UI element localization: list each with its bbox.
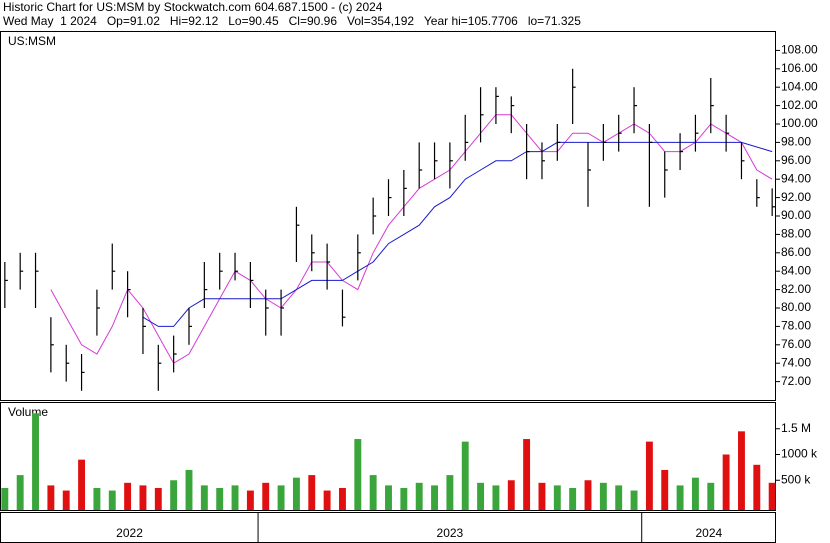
y-tick-label: 94.00 xyxy=(781,171,811,185)
volume-bar xyxy=(400,487,408,510)
y-tick-label: 74.00 xyxy=(781,355,811,369)
price-panel xyxy=(0,31,776,401)
volume-bar xyxy=(676,485,684,510)
volume-bar xyxy=(108,490,116,510)
volume-bar xyxy=(354,439,362,510)
y-tick-label: 98.00 xyxy=(781,135,811,149)
x-tick-label: 2023 xyxy=(437,526,464,540)
volume-bar xyxy=(523,439,531,510)
volume-y-tick-label: 1000 k xyxy=(781,447,818,461)
volume-bar xyxy=(78,459,86,510)
volume-bar xyxy=(599,482,607,510)
moving-average-line xyxy=(50,114,773,364)
symbol-label: US:MSM xyxy=(8,34,56,48)
volume-bar xyxy=(385,485,392,510)
y-tick-label: 76.00 xyxy=(781,337,811,351)
y-tick-label: 90.00 xyxy=(781,208,811,222)
volume-bar xyxy=(339,487,346,510)
volume-bar xyxy=(124,482,132,510)
volume-bar xyxy=(170,480,178,510)
volume-bar xyxy=(93,487,101,510)
y-tick-label: 100.00 xyxy=(781,116,818,130)
volume-y-tick-label: 500 k xyxy=(781,472,811,486)
y-tick-label: 102.00 xyxy=(781,98,818,112)
y-tick-label: 96.00 xyxy=(781,153,811,167)
moving-average-line xyxy=(142,141,773,327)
volume-bar xyxy=(16,475,24,510)
y-tick-label: 104.00 xyxy=(781,79,818,93)
volume-bar xyxy=(722,454,730,510)
volume-bar xyxy=(292,477,300,510)
volume-bar xyxy=(645,441,653,510)
volume-bar xyxy=(246,490,254,510)
volume-bar xyxy=(553,485,561,510)
volume-bar xyxy=(185,469,193,510)
y-tick-label: 92.00 xyxy=(781,190,811,204)
volume-bar xyxy=(768,482,776,510)
volume-bar xyxy=(369,475,377,510)
volume-bar xyxy=(323,490,331,510)
y-tick-label: 72.00 xyxy=(781,374,811,388)
y-tick-label: 106.00 xyxy=(781,61,818,75)
volume-bar xyxy=(569,487,577,510)
volume-bar xyxy=(415,482,423,510)
volume-bar xyxy=(154,487,162,510)
volume-bar xyxy=(47,485,55,510)
y-tick-label: 88.00 xyxy=(781,227,811,241)
volume-bar xyxy=(707,482,715,510)
volume-bar xyxy=(262,482,270,510)
y-tick-label: 108.00 xyxy=(781,43,818,57)
volume-bar xyxy=(308,475,316,510)
chart-subtitle: Wed May 1 2024 Op=91.02 Hi=92.12 Lo=90.4… xyxy=(3,14,581,28)
volume-bar xyxy=(277,485,285,510)
volume-y-tick-label: 1.5 M xyxy=(781,421,811,435)
volume-bar xyxy=(1,487,9,510)
volume-bar xyxy=(446,475,454,510)
y-tick-label: 82.00 xyxy=(781,282,811,296)
volume-bar xyxy=(584,480,592,510)
volume-bar xyxy=(615,485,623,510)
volume-bar xyxy=(691,477,699,510)
y-tick-label: 84.00 xyxy=(781,263,811,277)
volume-panel xyxy=(0,402,776,511)
volume-bar xyxy=(661,469,669,510)
volume-bar xyxy=(753,464,761,510)
volume-bar xyxy=(630,490,638,510)
volume-bar xyxy=(431,485,438,510)
y-tick-label: 78.00 xyxy=(781,319,811,333)
volume-bar xyxy=(62,490,70,510)
volume-label: Volume xyxy=(8,405,48,419)
volume-bar xyxy=(492,485,500,510)
volume-bar xyxy=(32,413,39,510)
x-tick-label: 2024 xyxy=(696,526,723,540)
volume-bar xyxy=(738,431,745,510)
volume-bar xyxy=(507,480,515,510)
volume-bar xyxy=(200,485,208,510)
volume-bar xyxy=(538,482,546,510)
y-tick-label: 86.00 xyxy=(781,245,811,259)
volume-bar xyxy=(216,487,224,510)
chart-title: Historic Chart for US:MSM by Stockwatch.… xyxy=(3,0,383,14)
y-tick-label: 80.00 xyxy=(781,300,811,314)
volume-bar xyxy=(477,482,485,510)
x-tick-label: 2022 xyxy=(116,526,143,540)
volume-bar xyxy=(461,441,469,510)
volume-bar xyxy=(231,485,239,510)
volume-bar xyxy=(139,485,147,510)
